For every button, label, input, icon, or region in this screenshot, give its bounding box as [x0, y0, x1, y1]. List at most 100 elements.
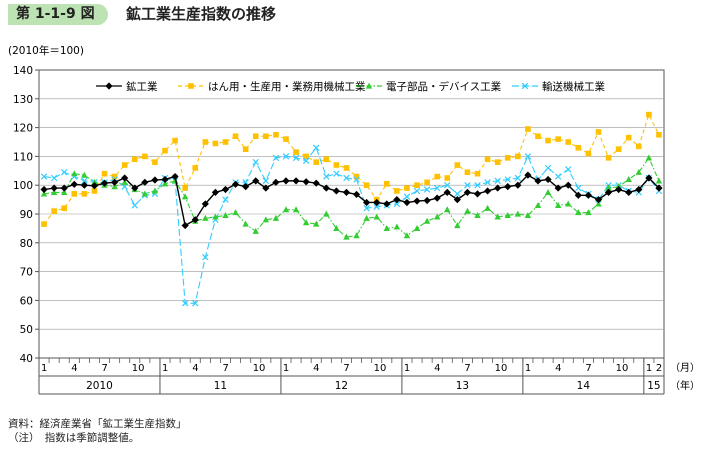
data-point-electronics	[504, 212, 511, 219]
data-point-transport	[575, 184, 582, 192]
data-point-mining	[272, 178, 280, 186]
data-point-mining	[171, 172, 179, 181]
data-point-parts	[656, 132, 662, 138]
data-point-parts	[91, 188, 98, 194]
figure-number: 第 1-1-9 図	[16, 6, 95, 22]
data-point-parts	[313, 159, 320, 165]
data-point-parts	[242, 146, 249, 152]
data-point-parts	[625, 134, 632, 141]
data-point-transport	[353, 176, 360, 183]
data-point-transport	[524, 153, 532, 160]
data-point-mining	[141, 178, 149, 186]
x-month-label: 10	[253, 363, 266, 374]
x-month-label: 1	[162, 363, 168, 374]
data-point-mining	[121, 174, 129, 182]
data-point-electronics	[272, 214, 280, 221]
data-point-transport	[494, 177, 501, 185]
y-tick-label: 50	[20, 324, 33, 336]
data-point-parts	[515, 153, 521, 160]
data-point-parts	[585, 150, 592, 157]
data-point-transport	[514, 174, 522, 182]
x-year-label: 12	[335, 380, 348, 392]
x-month-label: 4	[434, 363, 440, 374]
y-tick-label: 100	[13, 180, 33, 192]
data-point-parts	[474, 170, 481, 177]
data-point-electronics	[353, 232, 360, 239]
data-point-transport	[292, 154, 300, 162]
data-point-transport	[131, 202, 138, 209]
data-point-mining	[60, 184, 68, 192]
data-point-mining	[231, 180, 240, 188]
data-point-parts	[615, 146, 622, 152]
data-point-electronics	[565, 200, 572, 207]
data-point-parts	[414, 182, 420, 188]
data-point-mining	[615, 185, 623, 194]
series-electronics	[40, 154, 663, 240]
legend-item-electronics: 電子部品・デバイス工業	[356, 80, 502, 93]
data-point-parts	[394, 188, 400, 194]
data-point-parts	[41, 221, 47, 227]
data-point-parts	[202, 139, 209, 145]
data-point-electronics	[333, 225, 340, 231]
x-year-label: 15	[647, 380, 660, 392]
data-point-parts	[525, 126, 531, 132]
data-point-mining	[322, 184, 330, 192]
data-point-transport	[484, 179, 491, 186]
x-month-label: 7	[585, 363, 591, 374]
data-point-mining	[161, 175, 169, 184]
data-point-electronics	[454, 222, 461, 229]
y-tick-label: 60	[20, 295, 33, 307]
legend-marker-transport	[521, 82, 529, 90]
data-point-parts	[222, 139, 229, 145]
data-point-mining	[413, 197, 421, 205]
data-point-mining	[363, 198, 371, 207]
data-point-parts	[212, 140, 219, 147]
data-point-electronics	[40, 190, 48, 197]
data-point-mining	[342, 188, 351, 196]
x-month-label: 4	[313, 363, 319, 374]
data-point-parts	[51, 208, 57, 214]
data-point-mining	[483, 187, 492, 195]
legend-label-mining: 鉱工業	[126, 80, 158, 93]
notes: 資料：経済産業省「鉱工業生産指数」 （注） 指数は季節調整値。	[8, 417, 187, 445]
year-unit-label: （年）	[670, 379, 700, 392]
data-point-electronics	[524, 212, 532, 219]
data-point-transport	[222, 196, 229, 203]
data-point-transport	[444, 181, 451, 189]
data-point-parts	[131, 156, 138, 163]
data-point-parts	[545, 137, 551, 144]
data-point-parts	[434, 173, 440, 180]
data-point-parts	[635, 143, 642, 150]
data-point-transport	[50, 174, 58, 182]
legend-marker-parts	[188, 83, 194, 89]
data-point-parts	[605, 155, 612, 161]
footnote: （注） 指数は季節調整値。	[8, 432, 140, 444]
data-point-transport	[474, 181, 481, 189]
data-point-mining	[524, 171, 532, 179]
data-point-parts	[343, 165, 350, 171]
data-point-electronics	[595, 200, 602, 207]
data-point-transport	[363, 205, 370, 212]
data-point-transport	[544, 164, 552, 172]
y-tick-label: 130	[13, 94, 33, 106]
data-point-mining	[131, 184, 139, 192]
y-tick-label: 120	[13, 123, 33, 135]
data-point-parts	[152, 159, 158, 165]
data-point-transport	[343, 174, 350, 182]
data-point-mining	[242, 183, 250, 191]
data-point-parts	[252, 133, 259, 140]
data-point-parts	[595, 129, 602, 135]
legend-item-transport: 輸送機械工業	[512, 80, 605, 93]
data-point-transport	[312, 144, 320, 151]
data-point-parts	[283, 136, 289, 142]
legend: 鉱工業 はん用・生産用・業務用機械工業 電子部品・デバイス工業 輸送機械工業	[96, 80, 605, 93]
x-year-label: 13	[456, 380, 469, 392]
data-point-mining	[625, 188, 633, 196]
y-tick-label: 70	[20, 267, 33, 279]
data-point-electronics	[534, 201, 542, 208]
chart-title: 鉱工業生産指数の推移	[126, 5, 277, 23]
series-layer	[40, 111, 663, 307]
data-point-electronics	[202, 214, 209, 221]
data-point-parts	[494, 159, 501, 165]
